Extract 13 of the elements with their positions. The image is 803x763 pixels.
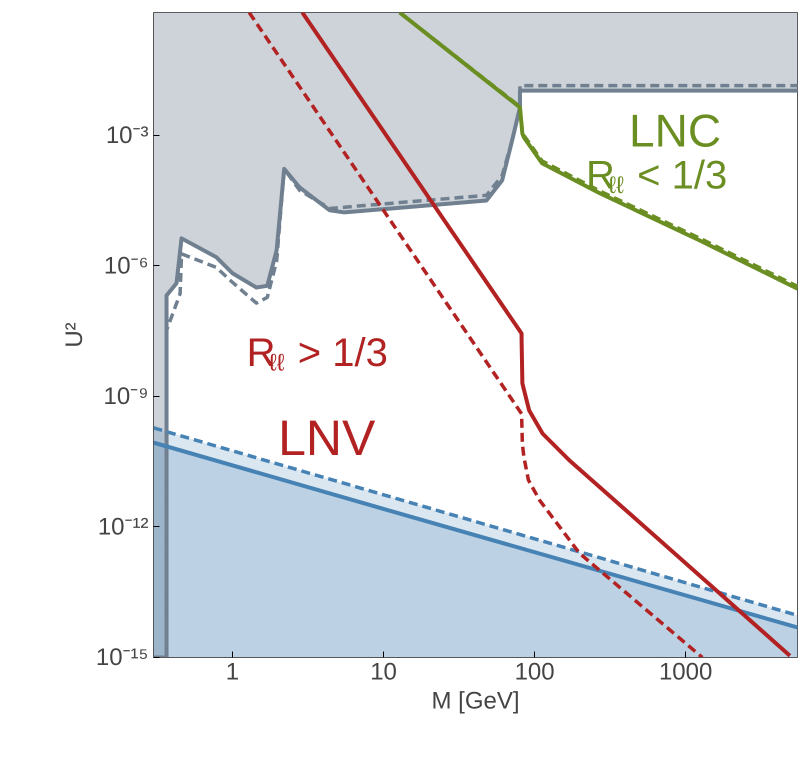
y-tick-label: 10⁻¹⁵ [96,644,149,671]
x-tick-label: 1 [226,658,240,686]
x-axis-title: M [GeV] [431,688,520,714]
y-tick-label: 10⁻⁶ [104,252,149,280]
y-tick-label: 10⁻⁹ [104,382,149,410]
annotation: LNV [278,410,376,466]
y-axis-title: U² [60,322,88,348]
x-tick-label: 1000 [658,658,712,686]
x-tick-label: 100 [514,658,555,686]
x-tick-label: 10 [370,658,397,686]
y-tick-label: 10⁻¹² [98,513,149,540]
y-tick-label: 10⁻³ [106,122,149,149]
annotation: LNC [629,104,722,156]
